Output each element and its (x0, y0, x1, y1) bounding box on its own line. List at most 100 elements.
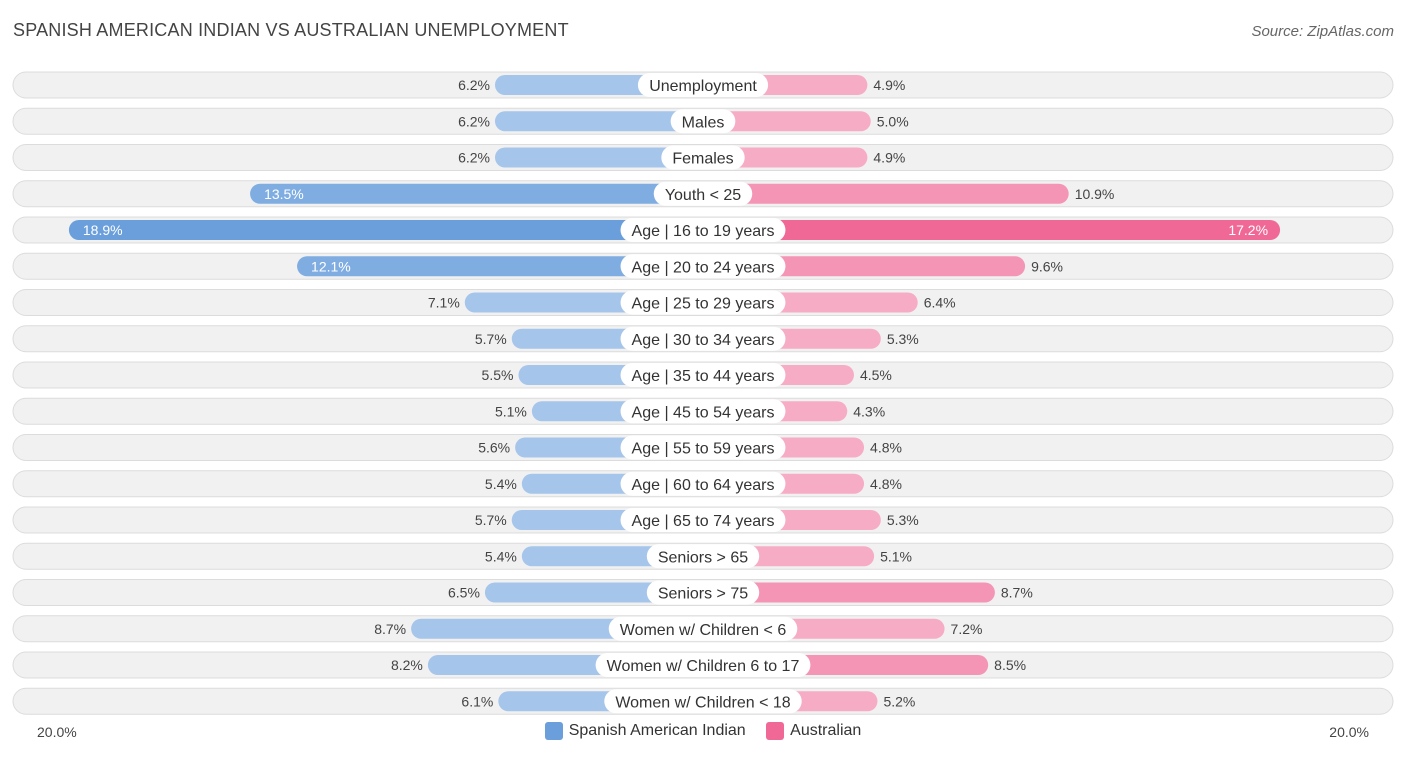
bar-right (703, 183, 1069, 204)
category-label-box (637, 73, 769, 97)
value-label-right: 4.9% (873, 150, 905, 166)
chart-row: 6.5% 8.7% Seniors > 75 (12, 579, 1394, 606)
value-label-left: 6.2% (458, 150, 490, 166)
value-label-left: 5.7% (475, 512, 507, 528)
category-label-box (620, 363, 786, 387)
value-label-right: 10.9% (1075, 186, 1115, 202)
value-label-right: 4.8% (870, 440, 902, 456)
chart-row: 6.2% 4.9% Females (12, 144, 1394, 171)
chart-row: 6.2% 4.9% Unemployment (12, 71, 1394, 99)
category-label-box (620, 254, 786, 279)
category-label: Age | 55 to 59 years (632, 441, 775, 458)
bar-right (703, 582, 995, 603)
legend-label-right: Australian (790, 722, 862, 739)
value-label-right: 5.0% (877, 113, 909, 129)
chart-row: 5.7% 5.3% Age | 65 to 74 years (12, 506, 1394, 534)
category-label: Age | 35 to 44 years (632, 368, 775, 385)
value-label-left: 6.2% (458, 77, 490, 93)
value-label-right: 4.9% (873, 77, 905, 93)
chart-row: 8.7% 7.2% Women w/ Children < 6 (12, 615, 1394, 643)
category-label: Age | 60 to 64 years (632, 477, 775, 494)
chart-row: 5.7% 5.3% Age | 30 to 34 years (12, 325, 1394, 353)
category-label: Age | 30 to 34 years (632, 332, 775, 349)
bar-right (703, 147, 868, 168)
category-label: Age | 20 to 24 years (632, 259, 775, 276)
value-label-right: 4.3% (853, 403, 885, 419)
legend-item-left[interactable]: Spanish American Indian (544, 722, 746, 740)
value-label-right: 4.5% (860, 367, 892, 383)
value-label-left: 8.2% (391, 657, 423, 673)
value-label-right: 8.5% (994, 657, 1026, 673)
chart-row: 6.1% 5.2% Women w/ Children < 18 (12, 687, 1394, 715)
category-label-box (661, 145, 745, 170)
category-label: Women w/ Children < 6 (620, 622, 787, 639)
bar-left (494, 111, 703, 132)
category-label: Women w/ Children 6 to 17 (607, 658, 800, 675)
value-label-left: 5.4% (485, 476, 517, 492)
chart-row: 5.6% 4.8% Age | 55 to 59 years (12, 434, 1394, 461)
legend: Spanish American Indian Australian (0, 722, 1406, 745)
legend-item-right[interactable]: Australian (766, 722, 861, 740)
axis-right-label: 20.0% (1329, 724, 1369, 740)
bar-left (68, 220, 703, 240)
category-label-box (646, 580, 760, 605)
chart-row: 12.1% 9.6% Age | 20 to 24 years (12, 252, 1394, 280)
category-label: Age | 16 to 19 years (632, 223, 775, 240)
category-label-box (620, 435, 786, 460)
value-label-left: 6.5% (448, 585, 480, 601)
value-label-left: 6.1% (461, 693, 493, 709)
value-label-left: 13.5% (264, 186, 304, 202)
category-label-box (620, 290, 786, 315)
value-label-left: 8.7% (374, 621, 406, 637)
value-label-left: 12.1% (311, 258, 351, 274)
bar-left (250, 183, 703, 204)
category-label: Women w/ Children < 18 (615, 694, 790, 711)
value-label-right: 9.6% (1031, 258, 1063, 274)
value-label-right: 5.3% (887, 331, 919, 347)
bar-right (703, 220, 1281, 240)
legend-swatch-left (544, 722, 563, 740)
bar-left (494, 147, 703, 168)
value-label-left: 5.1% (495, 403, 527, 419)
category-label: Males (682, 114, 725, 131)
bar-right (703, 111, 871, 132)
category-label-box (620, 508, 786, 532)
category-label: Age | 65 to 74 years (632, 513, 775, 530)
value-label-left: 5.6% (478, 440, 510, 456)
chart-row: 18.9% 17.2% Age | 16 to 19 years (12, 216, 1394, 244)
bar-left (297, 256, 703, 277)
chart-row: 5.5% 4.5% Age | 35 to 44 years (12, 361, 1394, 389)
category-label: Age | 25 to 29 years (632, 296, 775, 313)
category-label: Seniors > 75 (658, 586, 748, 603)
value-label-right: 7.2% (951, 621, 983, 637)
value-label-right: 6.4% (924, 295, 956, 311)
category-label-box (646, 544, 760, 569)
value-label-right: 4.8% (870, 476, 902, 492)
chart-row: 8.2% 8.5% Women w/ Children 6 to 17 (12, 651, 1394, 679)
value-label-right: 5.3% (887, 512, 919, 528)
chart-title: SPANISH AMERICAN INDIAN VS AUSTRALIAN UN… (13, 20, 569, 40)
category-label-box (604, 689, 802, 714)
value-label-left: 18.9% (83, 222, 123, 238)
chart-row: 7.1% 6.4% Age | 25 to 29 years (12, 289, 1394, 316)
legend-label-left: Spanish American Indian (568, 722, 746, 739)
category-label: Females (672, 151, 733, 168)
value-label-right: 17.2% (1228, 222, 1268, 238)
category-label: Seniors > 65 (658, 549, 748, 566)
value-label-right: 5.1% (880, 548, 912, 564)
chart-row: 13.5% 10.9% Youth < 25 (12, 180, 1394, 208)
category-label-box (620, 399, 786, 424)
value-label-right: 5.2% (883, 693, 915, 709)
category-label-box (620, 471, 786, 496)
value-label-left: 7.1% (428, 295, 460, 311)
category-label-box (653, 181, 753, 206)
value-label-left: 5.5% (482, 367, 514, 383)
value-label-right: 8.7% (1001, 585, 1033, 601)
value-label-left: 6.2% (458, 113, 490, 129)
category-label-box (620, 326, 786, 351)
chart-row: 5.1% 4.3% Age | 45 to 54 years (12, 397, 1394, 425)
source-note: Source: ZipAtlas.com (1251, 23, 1394, 40)
chart-row: 5.4% 5.1% Seniors > 65 (12, 542, 1394, 570)
category-label: Youth < 25 (665, 187, 741, 204)
